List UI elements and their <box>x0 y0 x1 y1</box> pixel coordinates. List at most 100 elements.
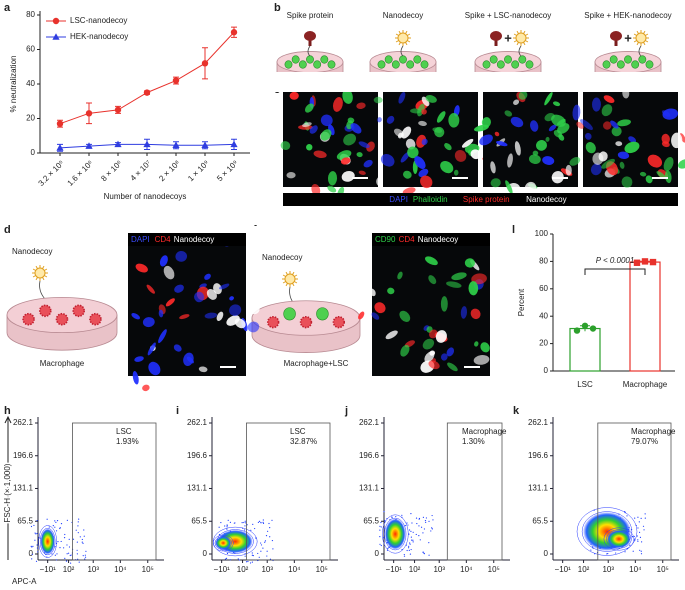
cell-stain <box>311 183 321 196</box>
cell-stain <box>513 99 520 105</box>
cell-stain <box>358 141 370 149</box>
y-tick-label: 40 <box>26 79 35 88</box>
panel-letter: k <box>513 405 520 417</box>
cell-stain <box>679 133 685 143</box>
y-tick-label: 196.6 <box>528 451 549 460</box>
x-axis-label: APC-A <box>12 577 37 586</box>
event <box>271 519 273 521</box>
y-tick-label: 196.6 <box>187 451 208 460</box>
point <box>56 120 64 127</box>
cell <box>327 60 336 69</box>
event <box>406 549 408 552</box>
cell <box>306 55 314 64</box>
cell-stain <box>557 123 570 134</box>
legend-label: DAPI <box>131 235 150 244</box>
event <box>408 545 410 547</box>
event <box>35 533 37 535</box>
y-axis-label: FSC-H (× 1,000) <box>3 463 12 522</box>
decoy-body <box>515 32 527 44</box>
event <box>424 520 427 522</box>
event <box>258 556 260 558</box>
decoy-body <box>397 32 409 44</box>
micrograph-bg <box>383 92 478 187</box>
event <box>57 541 59 543</box>
macrophage <box>266 315 280 329</box>
event <box>244 555 246 557</box>
x-tick-label: 10³ <box>602 565 614 574</box>
spike <box>398 42 401 46</box>
gate-name: Macrophage <box>462 427 507 436</box>
spike <box>405 42 408 46</box>
cell-stain <box>619 161 625 169</box>
event <box>250 529 252 531</box>
cell-stain <box>548 124 557 132</box>
cell-stain <box>542 156 555 165</box>
legend-label: Nanodecoy <box>526 195 566 204</box>
cell-stain <box>229 296 234 301</box>
event <box>638 521 640 523</box>
event <box>83 535 85 537</box>
cell-stain <box>147 342 156 356</box>
event <box>422 532 424 534</box>
cell-stain <box>302 122 312 128</box>
cell-stain <box>371 312 380 320</box>
cell-stain <box>601 104 613 117</box>
x-tick-label: 10⁵ <box>142 565 154 574</box>
cell <box>624 55 632 64</box>
cell-stain <box>327 185 337 193</box>
decoy-body <box>284 273 296 285</box>
cell-stain <box>505 180 513 194</box>
spike-head <box>490 31 502 41</box>
event <box>643 529 645 531</box>
event <box>68 546 71 548</box>
cell-stain <box>590 163 602 176</box>
point <box>114 140 122 148</box>
event <box>410 548 412 551</box>
cell-stain <box>142 384 150 392</box>
event <box>418 525 420 527</box>
event <box>35 560 38 562</box>
cell-stain <box>552 101 561 107</box>
point <box>85 110 93 117</box>
event <box>412 541 414 543</box>
x-tick-label: 1.6 × 10⁶ <box>66 159 95 188</box>
nanodecoy-icon <box>395 30 411 46</box>
event <box>75 529 77 531</box>
cell-stain <box>175 251 188 262</box>
cell <box>518 55 527 64</box>
event <box>55 559 58 561</box>
event <box>379 536 381 538</box>
event <box>69 562 72 564</box>
event <box>411 522 413 524</box>
event <box>629 544 631 546</box>
cell <box>291 55 300 64</box>
y-tick-label: 65.5 <box>363 516 379 525</box>
panel-letter: j <box>344 405 348 417</box>
spike <box>525 33 529 36</box>
point <box>573 327 581 334</box>
y-tick-label: 65.5 <box>532 516 548 525</box>
y-tick-label: 65.5 <box>191 516 207 525</box>
x-tick-label: 10⁴ <box>629 565 642 574</box>
cell <box>298 60 307 69</box>
event <box>632 550 634 552</box>
gate <box>246 422 331 561</box>
event <box>264 541 266 543</box>
cell-stain <box>440 160 454 174</box>
event <box>63 547 65 549</box>
event <box>260 550 262 552</box>
event <box>51 553 53 555</box>
event <box>430 530 432 532</box>
cell-stain <box>470 149 481 160</box>
y-tick-label: 20 <box>539 339 548 348</box>
pointer <box>39 280 46 300</box>
dish <box>251 300 361 353</box>
cell-stain <box>464 258 475 268</box>
x-tick-label: 10² <box>578 565 590 574</box>
cell-stain <box>135 263 148 273</box>
x-tick-label: 10² <box>237 565 249 574</box>
event <box>254 527 256 530</box>
cell-stain <box>179 314 190 320</box>
cell-stain <box>429 350 436 356</box>
panel-letter: l <box>512 224 515 236</box>
